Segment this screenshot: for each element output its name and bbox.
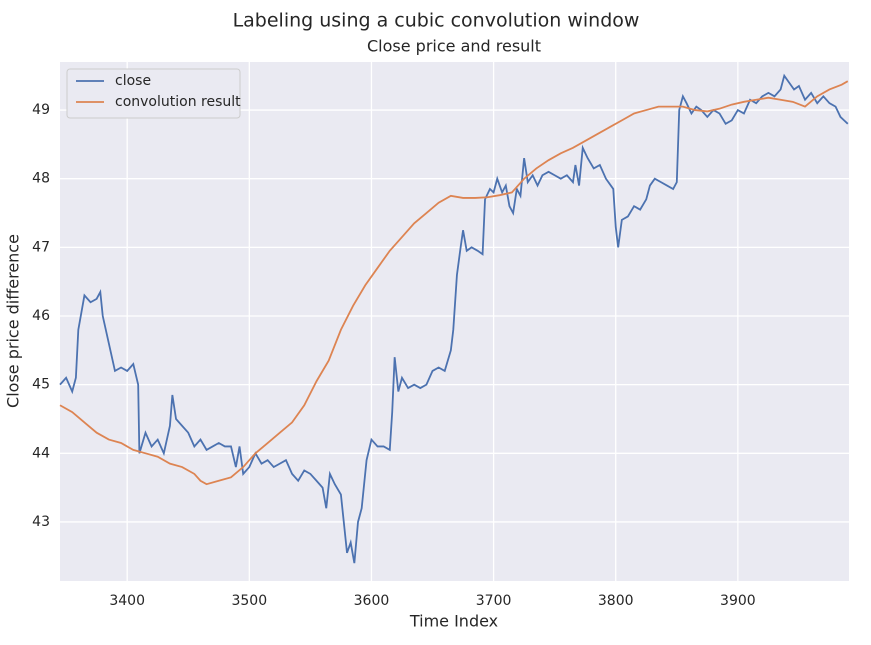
legend: close convolution result xyxy=(66,68,241,119)
legend-label: close xyxy=(115,73,151,89)
y-tick-label: 47 xyxy=(32,239,50,255)
y-tick-label: 43 xyxy=(32,514,50,530)
line-series xyxy=(59,80,849,486)
x-axis-label: Time Index xyxy=(409,612,498,631)
y-tick-label: 45 xyxy=(32,377,50,393)
x-tick-label: 3900 xyxy=(720,593,756,609)
chart-title: Labeling using a cubic convolution windo… xyxy=(233,10,640,32)
legend-label: convolution result xyxy=(115,94,241,110)
legend-box xyxy=(66,68,241,119)
y-tick-label: 46 xyxy=(32,308,50,324)
y-axis-label: Close price difference xyxy=(4,234,23,408)
y-tick-label: 48 xyxy=(32,171,50,187)
x-tick-label: 3600 xyxy=(354,593,390,609)
chart-subtitle: Close price and result xyxy=(367,37,541,56)
x-tick-label: 3500 xyxy=(231,593,267,609)
x-tick-label: 3800 xyxy=(598,593,634,609)
x-tick-label: 3700 xyxy=(476,593,512,609)
x-tick-label: 3400 xyxy=(109,593,145,609)
y-tick-label: 49 xyxy=(32,102,50,118)
y-tick-label: 44 xyxy=(32,445,50,461)
